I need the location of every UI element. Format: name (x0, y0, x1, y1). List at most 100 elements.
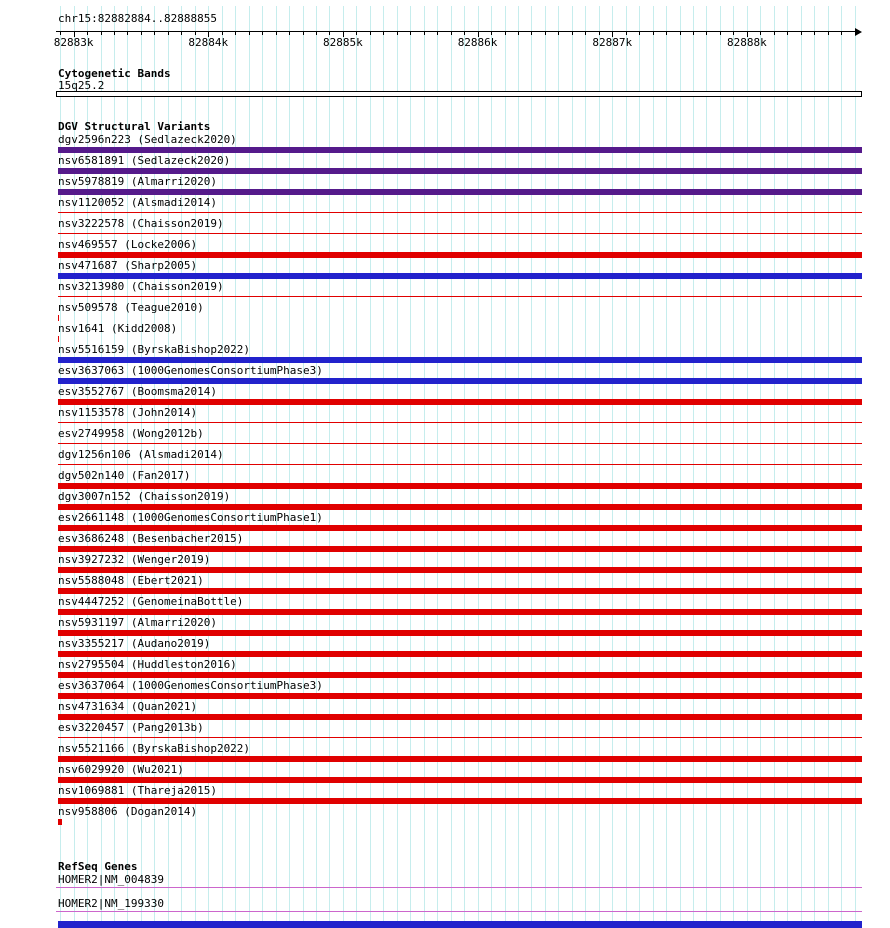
cytoband-bar[interactable] (56, 91, 862, 97)
variant-label[interactable]: esv2749958 (Wong2012b) (58, 427, 204, 440)
variant-label[interactable]: esv3637063 (1000GenomesConsortiumPhase3) (58, 364, 323, 377)
variant-label[interactable]: nsv3213980 (Chaisson2019) (58, 280, 224, 293)
gridline (289, 6, 291, 928)
variant-label[interactable]: dgv502n140 (Fan2017) (58, 469, 191, 482)
gridline (396, 6, 398, 928)
gridline (531, 6, 533, 928)
variant-bar[interactable] (58, 147, 862, 153)
variant-bar[interactable] (58, 546, 862, 552)
variant-label[interactable]: nsv471687 (Sharp2005) (58, 259, 198, 272)
gridline (275, 6, 277, 928)
gridline (679, 6, 681, 928)
ruler-minor-tick (423, 32, 425, 35)
variant-bar[interactable] (58, 378, 862, 384)
variant-label[interactable]: nsv4731634 (Quan2021) (58, 700, 198, 713)
variant-label[interactable]: nsv3927232 (Wenger2019) (58, 553, 211, 566)
variant-bar[interactable] (58, 798, 862, 804)
gridline (517, 6, 519, 928)
variant-bar[interactable] (58, 189, 862, 195)
gridline (221, 6, 223, 928)
ruler-minor-tick (87, 32, 89, 35)
gridline (544, 6, 546, 928)
variant-label[interactable]: nsv3222578 (Chaisson2019) (58, 217, 224, 230)
variant-label[interactable]: dgv3007n152 (Chaisson2019) (58, 490, 231, 503)
gene-label[interactable]: HOMER2|NM_004839 (58, 873, 164, 886)
ruler-minor-tick (114, 32, 115, 35)
variant-bar[interactable] (58, 212, 862, 213)
variant-bar[interactable] (58, 630, 862, 636)
ruler-minor-tick (437, 32, 439, 35)
ruler-minor-tick (194, 32, 196, 35)
variant-label[interactable]: nsv5978819 (Almarri2020) (58, 175, 217, 188)
ruler-minor-tick (60, 32, 62, 35)
variant-bar[interactable] (58, 525, 862, 531)
variant-bar[interactable] (58, 399, 862, 405)
partial-gene-bar[interactable] (58, 921, 862, 928)
variant-label[interactable]: nsv5516159 (ByrskaBishop2022) (58, 343, 251, 356)
variant-label[interactable]: esv3637064 (1000GenomesConsortiumPhase3) (58, 679, 323, 692)
gridline (746, 6, 748, 928)
variant-label[interactable]: nsv6029920 (Wu2021) (58, 763, 184, 776)
variant-bar[interactable] (58, 273, 862, 279)
variant-label[interactable]: nsv1153578 (John2014) (58, 406, 198, 419)
variant-bar[interactable] (58, 168, 862, 174)
variant-bar[interactable] (58, 737, 862, 738)
variant-bar[interactable] (58, 819, 62, 825)
ruler-minor-tick (558, 32, 560, 35)
variant-bar[interactable] (58, 714, 862, 720)
variant-bar[interactable] (58, 336, 59, 342)
variant-bar[interactable] (58, 777, 862, 783)
gridline (854, 6, 856, 928)
variant-label[interactable]: nsv2795504 (Huddleston2016) (58, 658, 237, 671)
variant-label[interactable]: nsv5588048 (Ebert2021) (58, 574, 204, 587)
cytoband-label[interactable]: 15q25.2 (58, 79, 105, 92)
variant-bar[interactable] (58, 609, 862, 615)
variant-bar[interactable] (58, 315, 59, 321)
ruler-minor-tick (544, 32, 546, 35)
variant-label[interactable]: dgv1256n106 (Alsmadi2014) (58, 448, 224, 461)
variant-label[interactable]: nsv1641 (Kidd2008) (58, 322, 178, 335)
variant-label[interactable]: nsv509578 (Teague2010) (58, 301, 204, 314)
cytoband-track-title: Cytogenetic Bands (58, 67, 171, 80)
variant-label[interactable]: nsv958806 (Dogan2014) (58, 805, 198, 818)
variant-label[interactable]: esv3686248 (Besenbacher2015) (58, 532, 244, 545)
variant-bar[interactable] (58, 357, 862, 363)
variant-bar[interactable] (58, 588, 862, 594)
variant-bar[interactable] (58, 504, 862, 510)
gene-label[interactable]: HOMER2|NM_199330 (58, 897, 164, 910)
gene-line[interactable] (56, 887, 862, 888)
variant-bar[interactable] (58, 233, 862, 234)
variant-label[interactable]: nsv3355217 (Audano2019) (58, 637, 211, 650)
variant-bar[interactable] (58, 443, 862, 444)
variant-bar[interactable] (58, 252, 862, 258)
variant-label[interactable]: esv2661148 (1000GenomesConsortiumPhase1) (58, 511, 323, 524)
ruler-minor-tick (800, 32, 802, 35)
variant-label[interactable]: nsv1069881 (Thareja2015) (58, 784, 217, 797)
ruler-minor-tick (666, 32, 668, 35)
ruler-minor-tick (369, 32, 371, 35)
ruler-minor-tick (760, 32, 762, 35)
variant-label[interactable]: dgv2596n223 (Sedlazeck2020) (58, 133, 237, 146)
variant-bar[interactable] (58, 672, 862, 678)
variant-bar[interactable] (58, 651, 862, 657)
gridline (598, 6, 600, 928)
variant-bar[interactable] (58, 464, 862, 465)
variant-bar[interactable] (58, 296, 862, 297)
variant-bar[interactable] (58, 693, 862, 699)
ruler-minor-tick (248, 32, 250, 35)
gene-line[interactable] (56, 911, 862, 912)
variant-label[interactable]: nsv1120052 (Alsmadi2014) (58, 196, 217, 209)
gridline (329, 6, 331, 928)
variant-label[interactable]: nsv4447252 (GenomeinaBottle) (58, 595, 244, 608)
variant-bar[interactable] (58, 483, 862, 489)
variant-label[interactable]: nsv469557 (Locke2006) (58, 238, 198, 251)
variant-label[interactable]: nsv6581891 (Sedlazeck2020) (58, 154, 231, 167)
variant-bar[interactable] (58, 756, 862, 762)
variant-bar[interactable] (58, 567, 862, 573)
variant-label[interactable]: nsv5521166 (ByrskaBishop2022) (58, 742, 251, 755)
variant-bar[interactable] (58, 422, 862, 423)
variant-label[interactable]: esv3220457 (Pang2013b) (58, 721, 204, 734)
variant-label[interactable]: esv3552767 (Boomsma2014) (58, 385, 217, 398)
gridline (423, 6, 425, 928)
variant-label[interactable]: nsv5931197 (Almarri2020) (58, 616, 217, 629)
